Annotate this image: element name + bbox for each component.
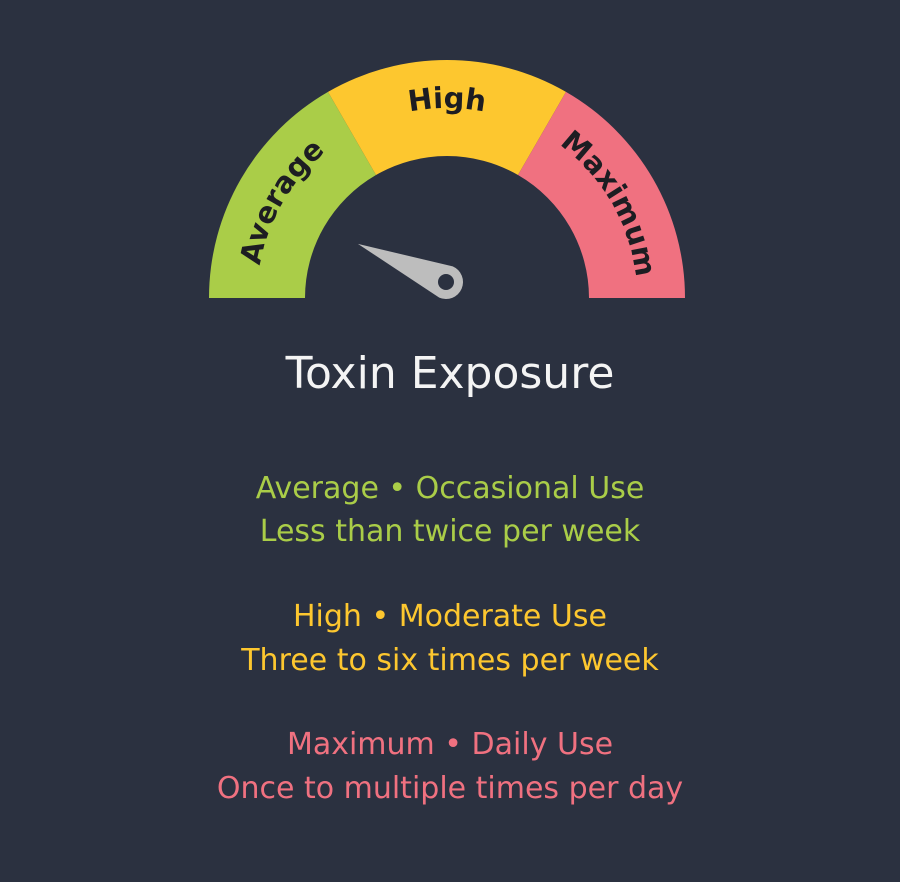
- needle-pivot: [438, 274, 454, 290]
- gauge-segment-high: [328, 59, 566, 176]
- legend-average-detail: Less than twice per week: [259, 514, 641, 549]
- legend-high-detail: Three to six times per week: [241, 643, 659, 678]
- legend-high-heading: High • Moderate Use: [293, 599, 607, 634]
- gauge-segment-maximum: [518, 91, 685, 298]
- gauge-segment-average: [209, 91, 376, 298]
- gauge: Average High Maximum: [209, 59, 685, 300]
- page-title: Toxin Exposure: [285, 348, 615, 399]
- gauge-needle: [357, 243, 464, 300]
- legend-average-heading: Average • Occasional Use: [255, 471, 645, 506]
- needle-body: [357, 243, 464, 300]
- legend-maximum-heading: Maximum • Daily Use: [286, 727, 614, 762]
- gauge-label-high: High: [406, 81, 489, 119]
- legend-maximum-detail: Once to multiple times per day: [216, 771, 684, 806]
